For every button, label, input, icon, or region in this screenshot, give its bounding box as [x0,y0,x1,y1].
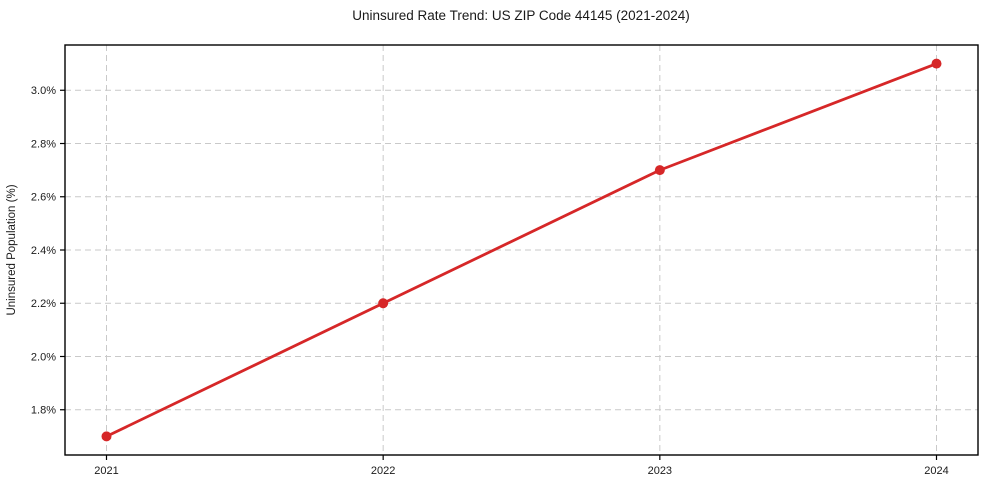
x-tick-label: 2022 [371,465,395,477]
y-tick-label: 3.0% [31,85,56,97]
y-tick-label: 2.6% [31,192,56,204]
y-axis-label: Uninsured Population (%) [6,184,18,315]
y-tick-label: 2.8% [31,138,56,150]
data-point-marker [931,58,942,69]
y-tick-label: 1.8% [31,405,56,417]
y-tick-label: 2.4% [31,245,56,257]
data-point-marker [378,298,389,309]
grid-layer [65,45,978,455]
x-tick-label: 2021 [94,465,118,477]
y-tick-label: 2.0% [31,351,56,363]
x-tick-label: 2023 [648,465,672,477]
series-layer [101,58,942,442]
trend-line [105,62,938,438]
y-tick-label: 2.2% [31,298,56,310]
plot-frame [64,44,979,456]
data-point-marker [654,165,665,176]
chart-title: Uninsured Rate Trend: US ZIP Code 44145 … [352,8,689,23]
axis-layer: 1.8% 2.0% 2.2% 2.4% 2.6% 2.8% 3.0% 2021 2022 2023… [31,44,979,477]
data-point-marker [101,431,112,442]
x-tick-label: 2024 [924,465,948,477]
